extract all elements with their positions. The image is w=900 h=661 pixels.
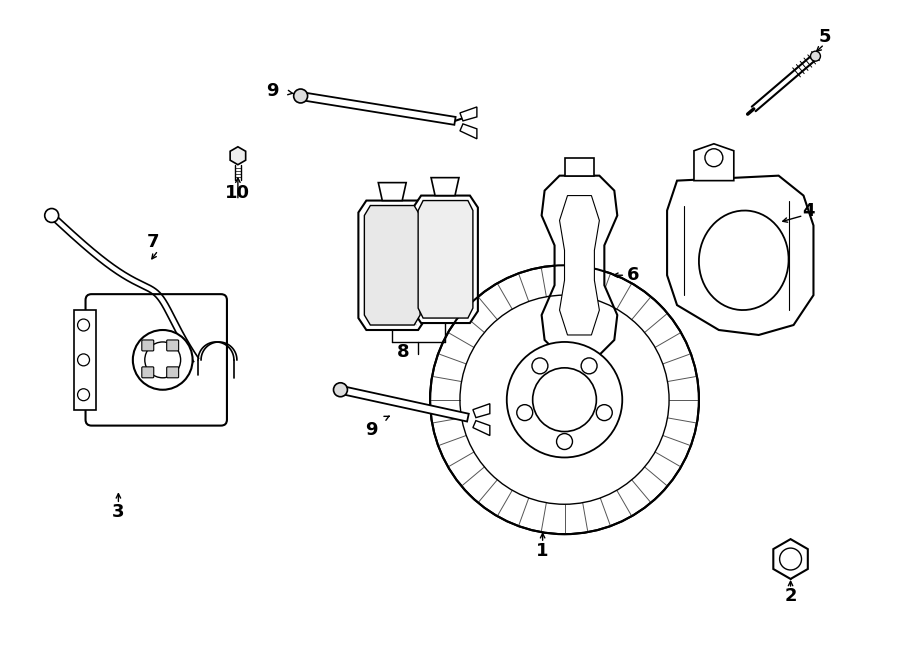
Polygon shape [364, 206, 420, 325]
Text: 5: 5 [818, 28, 831, 46]
Text: 7: 7 [147, 233, 159, 251]
Circle shape [779, 548, 802, 570]
Polygon shape [694, 144, 733, 180]
Text: 9: 9 [266, 82, 279, 100]
Polygon shape [460, 107, 477, 121]
FancyBboxPatch shape [142, 367, 154, 378]
Polygon shape [564, 158, 594, 176]
FancyBboxPatch shape [142, 340, 154, 351]
Circle shape [77, 389, 89, 401]
Text: 8: 8 [397, 343, 410, 361]
Circle shape [77, 354, 89, 366]
Circle shape [430, 265, 699, 534]
Circle shape [811, 51, 821, 61]
Circle shape [556, 434, 572, 449]
Polygon shape [560, 196, 599, 335]
Polygon shape [230, 147, 246, 165]
Polygon shape [542, 176, 617, 355]
Circle shape [133, 330, 193, 390]
Polygon shape [562, 355, 598, 383]
Circle shape [334, 383, 347, 397]
Circle shape [77, 319, 89, 331]
FancyBboxPatch shape [166, 367, 178, 378]
Polygon shape [418, 200, 472, 318]
Text: 9: 9 [365, 420, 378, 439]
Ellipse shape [699, 211, 788, 310]
Polygon shape [300, 92, 455, 125]
Polygon shape [667, 176, 814, 335]
Polygon shape [472, 420, 490, 436]
Circle shape [45, 208, 58, 223]
Polygon shape [378, 182, 406, 200]
Text: 6: 6 [627, 266, 640, 284]
Text: 4: 4 [802, 202, 814, 219]
Text: 2: 2 [784, 587, 796, 605]
Text: 10: 10 [225, 184, 250, 202]
Polygon shape [74, 310, 96, 410]
Circle shape [705, 149, 723, 167]
Text: 1: 1 [536, 542, 549, 560]
Polygon shape [339, 386, 469, 422]
Polygon shape [773, 539, 808, 579]
Circle shape [597, 405, 612, 420]
Polygon shape [460, 124, 477, 139]
FancyBboxPatch shape [166, 340, 178, 351]
Circle shape [293, 89, 308, 103]
Polygon shape [358, 200, 426, 330]
Circle shape [532, 358, 548, 374]
Circle shape [145, 342, 181, 378]
FancyBboxPatch shape [86, 294, 227, 426]
Circle shape [581, 358, 597, 374]
Circle shape [517, 405, 533, 420]
Polygon shape [413, 196, 478, 323]
Polygon shape [431, 178, 459, 196]
Text: 3: 3 [112, 503, 124, 522]
Polygon shape [472, 404, 490, 418]
Circle shape [507, 342, 622, 457]
